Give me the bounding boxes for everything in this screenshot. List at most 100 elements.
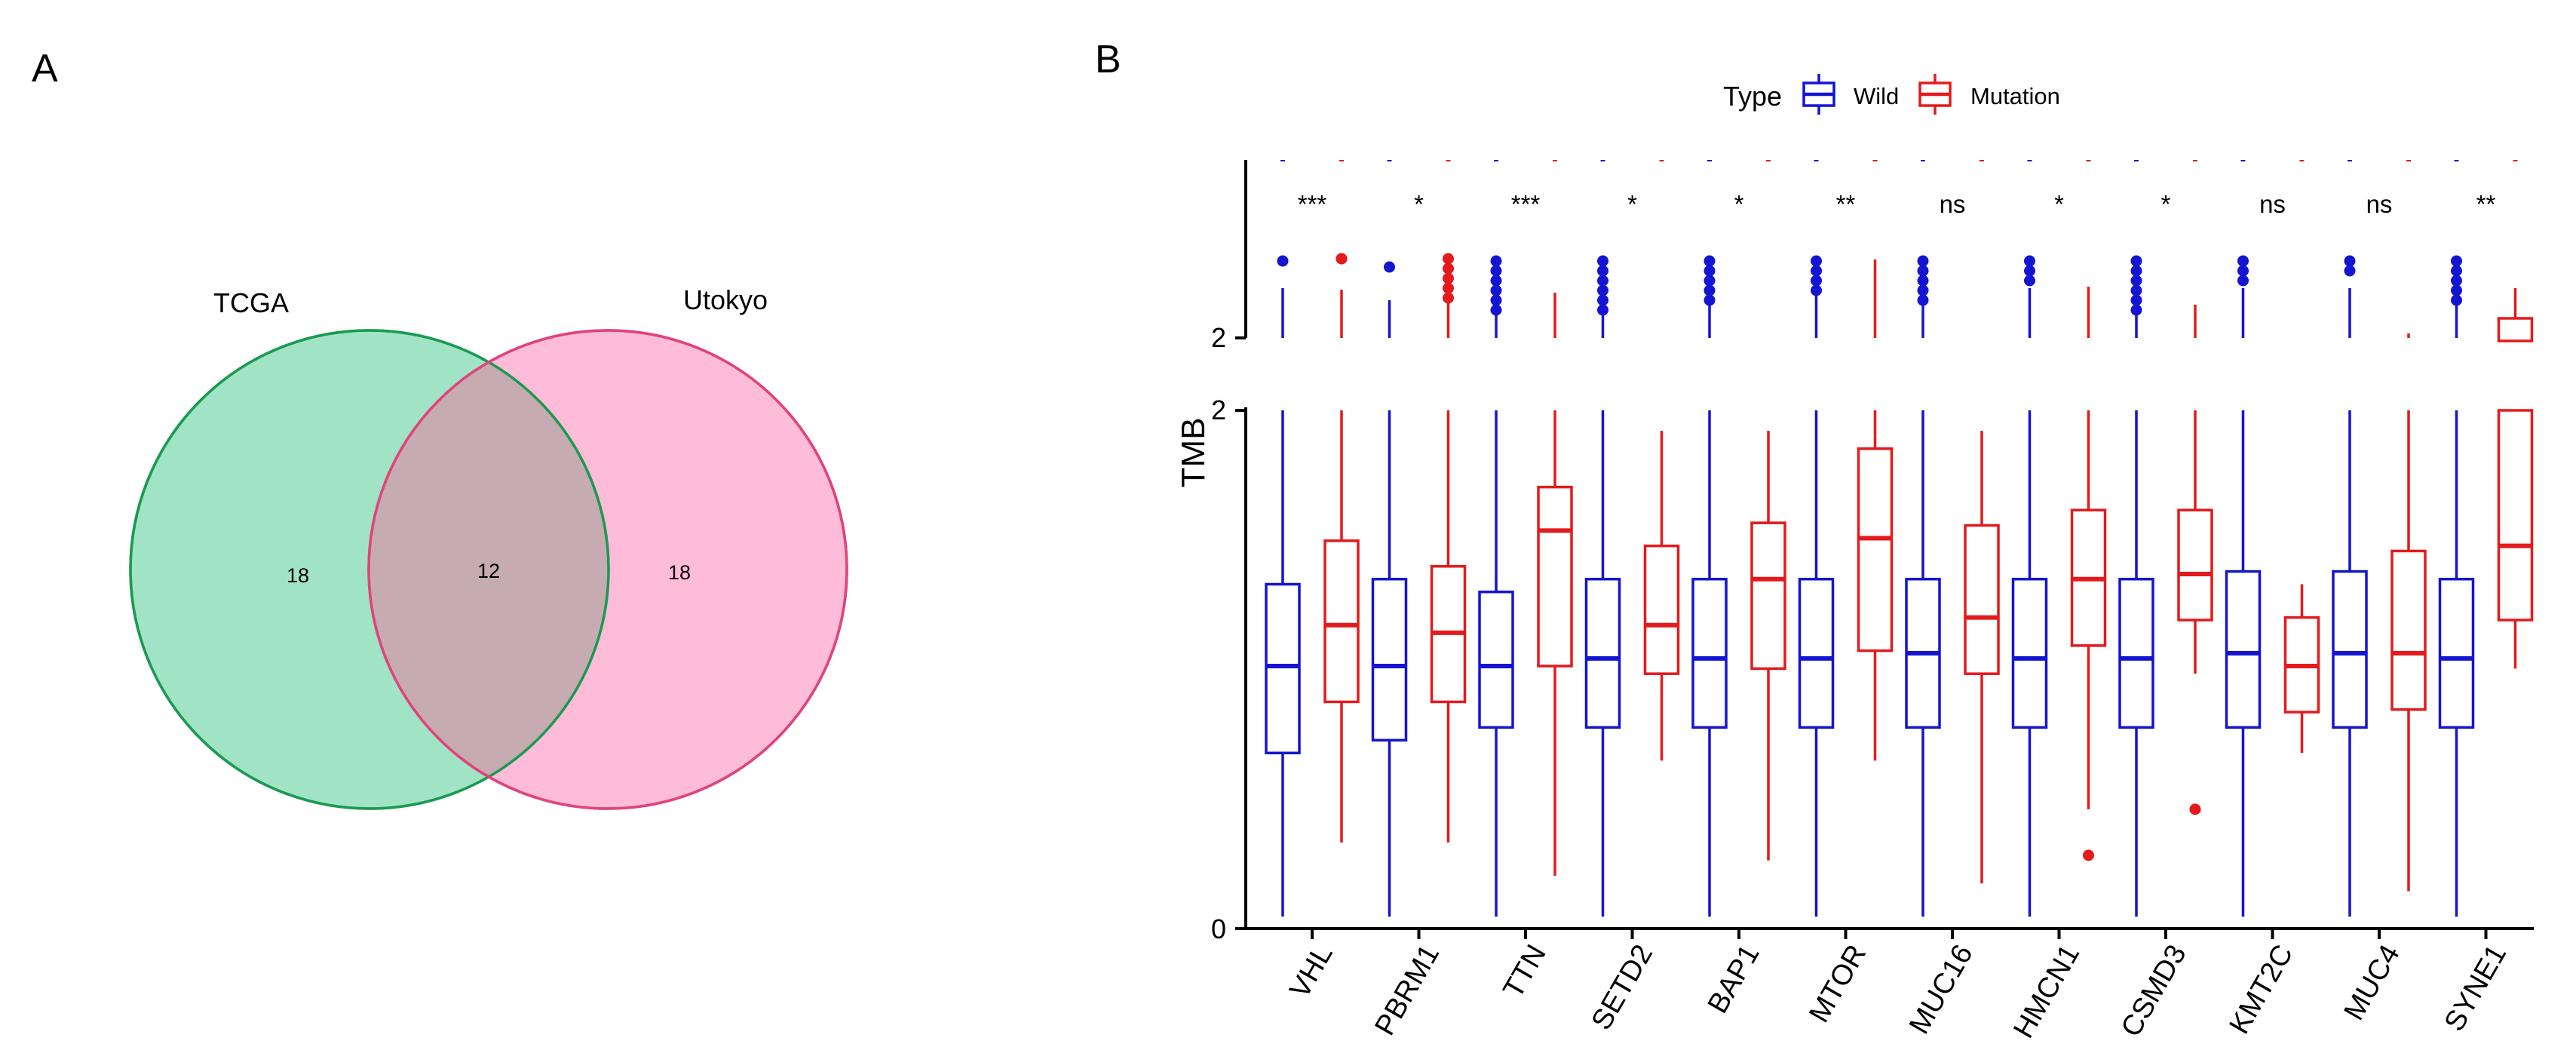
upper-ttn	[1490, 160, 1557, 338]
box-pbrm1-mutation	[1430, 410, 1467, 843]
x-tick-label-muc4: MUC4	[2338, 940, 2406, 1026]
upper-muc16	[1917, 160, 1984, 338]
box-hmcn1-mutation	[2070, 410, 2107, 809]
x-tick-label-muc16: MUC16	[1903, 940, 1980, 1040]
box-muc16-wild	[1905, 410, 1941, 917]
panel-a-label: A	[32, 47, 58, 91]
outlier-main-hmcn1	[2083, 849, 2094, 861]
x-tick-label-hmcn1: HMCN1	[2007, 940, 2086, 1044]
upper-csmd3	[2130, 160, 2197, 338]
x-tick-labels: VHL PBRM1 TTN SETD2 BAP1 MTOR MUC16 HMCN1 CSMD3 K…	[1283, 929, 2513, 1044]
outlier-wild	[1490, 275, 1502, 287]
outlier-wild	[1490, 294, 1502, 306]
box-iqr	[2438, 577, 2475, 729]
box-csmd3-mutation	[2177, 410, 2213, 674]
outlier-wild	[2451, 294, 2462, 306]
box-bap1-wild	[1691, 410, 1728, 917]
sig-label-kmt2c: ns	[2259, 190, 2286, 218]
legend: Type Wild Mutation	[1723, 74, 2060, 115]
box-pbrm1-wild	[1371, 410, 1408, 917]
x-tick-label-ttn: TTN	[1497, 940, 1552, 1004]
venn-set-label-tcga: TCGA	[213, 287, 289, 318]
legend-key-mutation	[1918, 74, 1952, 115]
box-iqr	[1323, 539, 1360, 704]
outlier-wild	[2237, 265, 2249, 277]
x-tick-label-bap1: BAP1	[1702, 940, 1766, 1019]
outlier-wild	[1490, 284, 1502, 296]
outlier-wild	[1917, 294, 1929, 306]
box-kmt2c-wild	[2225, 410, 2262, 917]
box-muc4-mutation	[2390, 410, 2427, 892]
outlier-wild	[1597, 275, 1608, 287]
sig-label-pbrm1: *	[1414, 190, 1424, 218]
outlier-wild	[1704, 255, 1716, 267]
legend-label-mutation: Mutation	[1970, 83, 2060, 109]
outlier-wild	[2024, 255, 2035, 267]
outlier-wild	[2237, 275, 2249, 287]
box-iqr	[2390, 549, 2427, 711]
upper-mtor	[1811, 160, 1878, 338]
outlier-wild	[2130, 255, 2142, 267]
outlier-mutation	[1336, 253, 1348, 265]
box-iqr	[2332, 570, 2368, 729]
outlier-mutation	[1443, 253, 1454, 265]
sig-label-bap1: *	[1734, 190, 1744, 218]
sig-label-syne1: **	[2476, 190, 2496, 218]
outlier-wild	[1917, 275, 1929, 287]
box-setd2-mutation	[1643, 431, 1680, 761]
outlier-wild	[1704, 294, 1716, 306]
box-muc16-mutation	[1964, 431, 2000, 884]
outlier-wild	[1597, 294, 1608, 306]
upper-syne1	[2451, 160, 2534, 342]
x-tick-label-csmd3: CSMD3	[2115, 940, 2193, 1042]
box-iqr	[2225, 570, 2262, 729]
box-syne1-wild	[2438, 410, 2475, 917]
panel-b-label: B	[1095, 38, 1121, 81]
box-vhl-mutation	[1323, 410, 1360, 843]
outlier-wild	[2451, 284, 2462, 296]
box-iqr	[1691, 577, 1728, 729]
legend-key-wild	[1802, 74, 1835, 115]
outlier-wild	[1597, 255, 1608, 267]
sig-label-csmd3: *	[2161, 190, 2171, 218]
box-iqr	[1265, 582, 1301, 755]
sig-label-muc16: ns	[1940, 190, 1966, 218]
upper-hmcn1	[2024, 160, 2091, 338]
outlier-wild	[1917, 255, 1929, 267]
outlier-wild	[2024, 265, 2035, 277]
outlier-wild	[2130, 284, 2142, 296]
upper-panel-marks	[1277, 160, 2534, 342]
x-tick-label-vhl: VHL	[1283, 940, 1339, 1004]
outlier-wild	[1597, 284, 1608, 296]
outlier-wild	[1704, 265, 1716, 277]
box-iqr	[2497, 409, 2534, 622]
box-iqr	[2177, 508, 2213, 622]
box-setd2-wild	[1584, 410, 1621, 917]
box-iqr	[1584, 577, 1621, 729]
outlier-wild	[2024, 275, 2035, 287]
box-ttn-mutation	[1537, 410, 1573, 876]
y-axis-title: TMB	[1175, 418, 1212, 488]
sig-label-mtor: **	[1836, 190, 1856, 218]
upper-setd2	[1597, 160, 1664, 338]
box-muc4-wild	[2332, 410, 2368, 917]
outlier-wild	[1811, 265, 1822, 277]
outlier-mutation	[1443, 272, 1454, 284]
outlier-wild	[1490, 304, 1502, 316]
outlier-wild	[2130, 294, 2142, 306]
box-iqr	[2011, 577, 2048, 729]
upper-kmt2c	[2237, 160, 2305, 338]
y-tick-label-main-0: 0	[1211, 913, 1226, 944]
venn-outline-utokyo	[367, 329, 848, 810]
panel-a-venn: A TCGA Utokyo 18 12 18	[32, 47, 848, 810]
x-tick-label-pbrm1: PBRM1	[1369, 940, 1446, 1041]
outlier-wild	[1704, 284, 1716, 296]
y-tick-label-upper-2: 2	[1211, 322, 1226, 353]
sig-label-vhl: ***	[1298, 190, 1327, 218]
outlier-wild	[1811, 284, 1822, 296]
box-vhl-wild	[1265, 410, 1301, 917]
outlier-wild	[1597, 265, 1608, 277]
box-bap1-mutation	[1750, 431, 1786, 861]
outlier-wild	[2451, 275, 2462, 287]
box-iqr	[1478, 590, 1514, 729]
